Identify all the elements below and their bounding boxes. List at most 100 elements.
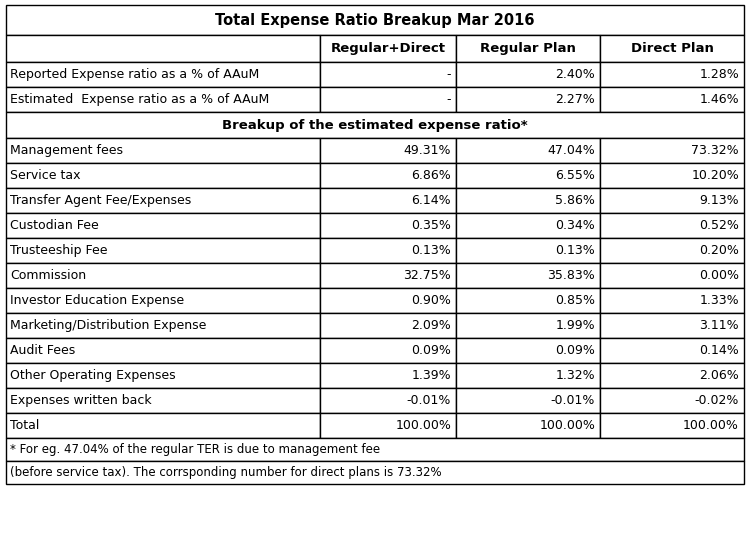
Bar	[456, 263, 600, 288]
Text: 5.86%: 5.86%	[555, 194, 595, 207]
Bar	[6, 213, 320, 238]
Bar	[456, 288, 600, 313]
Text: 47.04%: 47.04%	[548, 144, 595, 157]
Bar	[456, 388, 600, 413]
Bar	[320, 188, 456, 213]
Text: Total: Total	[10, 419, 39, 432]
Bar	[320, 288, 456, 313]
Bar	[600, 313, 744, 338]
Bar	[320, 313, 456, 338]
Text: 49.31%: 49.31%	[404, 144, 451, 157]
Bar	[600, 62, 744, 87]
Text: 1.32%: 1.32%	[556, 369, 595, 382]
Bar	[600, 363, 744, 388]
Text: 1.46%: 1.46%	[699, 93, 739, 106]
Bar	[600, 413, 744, 438]
Bar	[6, 163, 320, 188]
Text: Total Expense Ratio Breakup Mar 2016: Total Expense Ratio Breakup Mar 2016	[215, 13, 535, 28]
Bar	[600, 138, 744, 163]
Text: Expenses written back: Expenses written back	[10, 394, 152, 407]
Text: 0.09%: 0.09%	[411, 344, 452, 357]
Bar	[6, 388, 320, 413]
Text: Trusteeship Fee: Trusteeship Fee	[10, 244, 107, 257]
Text: -0.01%: -0.01%	[550, 394, 595, 407]
Text: 9.13%: 9.13%	[699, 194, 739, 207]
Bar	[320, 363, 456, 388]
Text: Custodian Fee: Custodian Fee	[10, 219, 99, 232]
Text: 6.14%: 6.14%	[412, 194, 452, 207]
Text: 0.20%: 0.20%	[699, 244, 739, 257]
Bar	[600, 238, 744, 263]
Text: 10.20%: 10.20%	[692, 169, 739, 182]
Bar	[456, 163, 600, 188]
Text: 1.99%: 1.99%	[556, 319, 595, 332]
Text: Regular Plan: Regular Plan	[480, 42, 576, 55]
Text: Direct Plan: Direct Plan	[631, 42, 713, 55]
Bar	[6, 263, 320, 288]
Text: 0.13%: 0.13%	[555, 244, 595, 257]
Text: -0.01%: -0.01%	[406, 394, 451, 407]
Text: 100.00%: 100.00%	[539, 419, 595, 432]
Text: 0.85%: 0.85%	[555, 294, 595, 307]
Bar	[600, 35, 744, 62]
Bar	[6, 338, 320, 363]
Text: Marketing/Distribution Expense: Marketing/Distribution Expense	[10, 319, 206, 332]
Bar	[6, 461, 744, 484]
Bar	[456, 188, 600, 213]
Text: 0.90%: 0.90%	[411, 294, 452, 307]
Text: 6.86%: 6.86%	[412, 169, 452, 182]
Text: 0.52%: 0.52%	[699, 219, 739, 232]
Bar	[320, 388, 456, 413]
Bar	[600, 288, 744, 313]
Bar	[600, 213, 744, 238]
Text: 0.13%: 0.13%	[412, 244, 452, 257]
Bar	[320, 62, 456, 87]
Bar	[600, 188, 744, 213]
Bar	[320, 238, 456, 263]
Text: 100.00%: 100.00%	[683, 419, 739, 432]
Bar	[600, 338, 744, 363]
Bar	[320, 413, 456, 438]
Text: 0.14%: 0.14%	[699, 344, 739, 357]
Bar	[6, 288, 320, 313]
Bar	[6, 5, 744, 35]
Bar	[456, 138, 600, 163]
Text: -0.02%: -0.02%	[694, 394, 739, 407]
Bar	[456, 87, 600, 112]
Bar	[456, 238, 600, 263]
Text: Breakup of the estimated expense ratio*: Breakup of the estimated expense ratio*	[222, 118, 528, 132]
Text: 0.34%: 0.34%	[555, 219, 595, 232]
Text: (before service tax). The corrsponding number for direct plans is 73.32%: (before service tax). The corrsponding n…	[10, 466, 442, 479]
Bar	[6, 62, 320, 87]
Bar	[6, 238, 320, 263]
Text: 0.35%: 0.35%	[411, 219, 452, 232]
Text: Management fees: Management fees	[10, 144, 123, 157]
Bar	[320, 163, 456, 188]
Bar	[6, 188, 320, 213]
Text: 32.75%: 32.75%	[404, 269, 451, 282]
Text: Commission: Commission	[10, 269, 86, 282]
Text: 35.83%: 35.83%	[548, 269, 595, 282]
Bar	[600, 163, 744, 188]
Text: 73.32%: 73.32%	[692, 144, 739, 157]
Text: -: -	[447, 68, 452, 81]
Bar	[320, 138, 456, 163]
Bar	[456, 213, 600, 238]
Bar	[6, 363, 320, 388]
Text: 1.28%: 1.28%	[699, 68, 739, 81]
Text: 1.39%: 1.39%	[412, 369, 452, 382]
Text: Other Operating Expenses: Other Operating Expenses	[10, 369, 176, 382]
Bar	[320, 263, 456, 288]
Bar	[320, 35, 456, 62]
Bar	[6, 87, 320, 112]
Text: Service tax: Service tax	[10, 169, 80, 182]
Text: 2.40%: 2.40%	[555, 68, 595, 81]
Text: -: -	[447, 93, 452, 106]
Bar	[456, 313, 600, 338]
Text: 6.55%: 6.55%	[555, 169, 595, 182]
Text: Reported Expense ratio as a % of AAuM: Reported Expense ratio as a % of AAuM	[10, 68, 260, 81]
Text: 2.09%: 2.09%	[412, 319, 452, 332]
Bar	[600, 263, 744, 288]
Bar	[600, 87, 744, 112]
Bar	[456, 413, 600, 438]
